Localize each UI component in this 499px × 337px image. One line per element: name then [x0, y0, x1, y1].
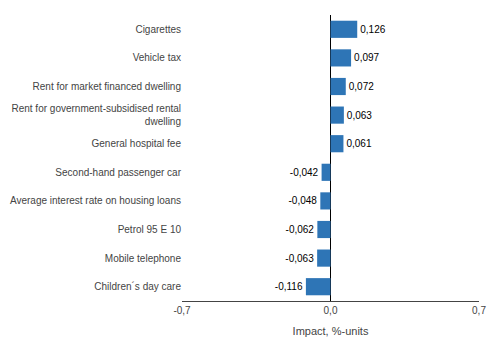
svg-text:-0,048: -0,048	[289, 195, 318, 206]
svg-text:-0,7: -0,7	[173, 305, 191, 316]
svg-text:-0,062: -0,062	[286, 224, 315, 235]
svg-text:Rent for government-subsidised: Rent for government-subsidised rentaldwe…	[11, 103, 181, 127]
svg-text:0,0: 0,0	[324, 305, 338, 316]
svg-text:Children´s day care: Children´s day care	[94, 281, 181, 292]
svg-text:Average interest rate on housi: Average interest rate on housing loans	[10, 195, 181, 206]
svg-text:Cigarettes: Cigarettes	[135, 24, 181, 35]
svg-text:Petrol 95 E 10: Petrol 95 E 10	[118, 224, 182, 235]
svg-text:-0,063: -0,063	[285, 253, 314, 264]
svg-text:Rent for market financed dwell: Rent for market financed dwelling	[33, 81, 181, 92]
svg-text:0,097: 0,097	[354, 52, 379, 63]
svg-text:0,7: 0,7	[472, 305, 486, 316]
svg-text:0,072: 0,072	[349, 81, 374, 92]
svg-text:Vehicle tax: Vehicle tax	[133, 52, 181, 63]
svg-text:0,063: 0,063	[347, 110, 372, 121]
svg-text:0,061: 0,061	[346, 138, 371, 149]
svg-text:General hospital fee: General hospital fee	[91, 138, 181, 149]
svg-text:0,126: 0,126	[360, 24, 385, 35]
svg-text:Impact, %-units: Impact, %-units	[293, 325, 369, 337]
svg-text:-0,116: -0,116	[275, 281, 303, 292]
svg-text:Second-hand passenger car: Second-hand passenger car	[55, 167, 181, 178]
svg-text:Mobile telephone: Mobile telephone	[105, 253, 182, 264]
svg-text:-0,042: -0,042	[290, 167, 319, 178]
